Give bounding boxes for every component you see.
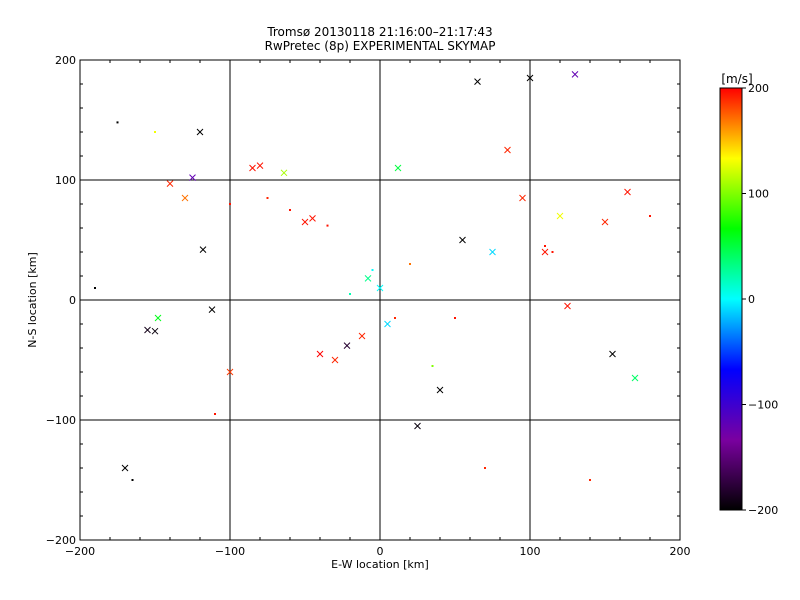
x-marker	[556, 212, 564, 220]
colorbar-tick-label: 0	[748, 293, 755, 306]
x-marker	[343, 342, 351, 349]
colorbar-tick-label: 200	[748, 82, 769, 95]
dot-marker	[131, 479, 134, 481]
x-marker	[208, 306, 216, 313]
x-marker	[309, 215, 316, 222]
dot-marker	[409, 263, 411, 265]
y-tick-label: 200	[55, 54, 76, 67]
x-marker	[601, 218, 609, 226]
x-marker	[489, 248, 496, 256]
x-marker	[541, 248, 549, 256]
data-markers	[94, 71, 651, 481]
x-marker	[226, 368, 234, 376]
x-marker	[316, 350, 324, 358]
x-marker	[358, 332, 366, 340]
x-tick-label: −200	[65, 545, 95, 558]
x-marker	[189, 174, 196, 181]
x-marker	[519, 194, 526, 202]
y-tick-label: −100	[46, 414, 76, 427]
y-tick-labels: −200 −100 0 100 200	[46, 54, 76, 547]
y-tick-label: 100	[55, 174, 76, 187]
x-marker	[181, 194, 189, 202]
colorbar-ticks: 200 100 0 −100 −200	[742, 82, 778, 517]
dot-marker	[154, 131, 156, 133]
x-axis-label: E-W location [km]	[331, 558, 429, 571]
x-marker	[526, 74, 534, 82]
dot-marker	[649, 215, 651, 217]
axis-ticks	[79, 59, 681, 541]
x-marker	[564, 302, 571, 310]
x-marker	[121, 464, 129, 472]
x-tick-label: 200	[670, 545, 691, 558]
colorbar-tick-label: −100	[748, 399, 778, 412]
x-marker	[414, 422, 421, 430]
grid-lines	[80, 60, 680, 540]
colorbar-tick-label: 100	[748, 188, 769, 201]
x-marker	[151, 327, 159, 335]
x-marker	[624, 188, 631, 196]
x-marker	[459, 236, 466, 244]
chart-subtitle: RwPretec (8p) EXPERIMENTAL SKYMAP	[265, 39, 496, 53]
y-axis-label: N-S location [km]	[26, 252, 39, 348]
x-marker	[166, 180, 174, 187]
x-marker	[571, 71, 579, 78]
colorbar-label: [m/s]	[721, 72, 752, 86]
dot-marker	[326, 224, 329, 227]
x-marker	[436, 386, 444, 394]
y-tick-label: 0	[69, 294, 76, 307]
x-marker	[199, 246, 207, 253]
x-marker	[376, 284, 384, 292]
dot-marker	[289, 209, 291, 211]
x-marker	[154, 314, 162, 322]
dot-marker	[484, 467, 486, 469]
dot-marker	[394, 317, 396, 319]
x-marker	[631, 374, 639, 382]
x-marker	[144, 326, 151, 334]
x-marker	[384, 320, 391, 328]
dot-marker	[349, 293, 351, 295]
dot-marker	[551, 251, 554, 253]
x-tick-label: −100	[215, 545, 245, 558]
x-tick-labels: −200 −100 0 100 200	[65, 545, 691, 558]
x-marker	[394, 164, 402, 172]
x-marker	[331, 356, 339, 364]
x-marker	[474, 78, 481, 85]
x-marker	[364, 275, 372, 282]
dot-marker	[266, 197, 269, 199]
chart-title: Tromsø 20130118 21:16:00–21:17:43	[266, 25, 492, 39]
y-tick-label: −200	[46, 534, 76, 547]
x-marker	[256, 162, 264, 169]
dot-marker	[544, 245, 546, 247]
dot-marker	[214, 413, 216, 415]
dot-marker	[371, 269, 374, 271]
x-tick-label: 100	[520, 545, 541, 558]
x-marker	[196, 128, 204, 136]
x-marker	[609, 350, 616, 358]
dot-marker	[116, 121, 119, 124]
x-marker	[504, 146, 511, 154]
dot-marker	[431, 365, 434, 367]
colorbar	[719, 87, 743, 511]
x-marker	[249, 164, 256, 172]
dot-marker	[94, 287, 96, 289]
x-tick-label: 0	[377, 545, 384, 558]
x-marker	[280, 169, 288, 177]
dot-marker	[229, 203, 231, 205]
x-marker	[301, 218, 309, 226]
colorbar-tick-label: −200	[748, 504, 778, 517]
dot-marker	[589, 479, 591, 481]
dot-marker	[454, 317, 456, 319]
